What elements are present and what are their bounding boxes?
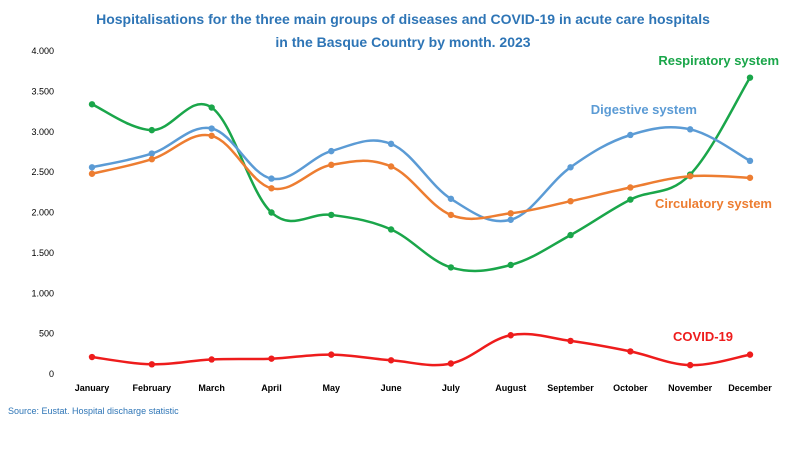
data-point-digestive-system bbox=[268, 175, 275, 182]
series-line-covid-19 bbox=[90, 332, 752, 367]
data-point-respiratory-system bbox=[208, 104, 215, 111]
x-tick-label: June bbox=[381, 383, 402, 393]
data-point-circulatory-system bbox=[507, 210, 514, 217]
x-tick-label: October bbox=[613, 383, 648, 393]
data-point-digestive-system bbox=[88, 164, 96, 171]
data-point-covid-19 bbox=[387, 357, 395, 364]
data-point-covid-19 bbox=[447, 360, 455, 367]
data-point-circulatory-system bbox=[208, 132, 215, 139]
data-point-covid-19 bbox=[328, 351, 335, 358]
data-point-circulatory-system bbox=[627, 184, 634, 191]
data-point-circulatory-system bbox=[328, 161, 335, 169]
series-labels: Respiratory system Digestive system Circul… bbox=[591, 53, 779, 344]
data-point-covid-19 bbox=[686, 361, 694, 369]
series-line-circulatory-system bbox=[90, 133, 752, 221]
data-point-circulatory-system bbox=[567, 197, 574, 205]
series-label-circulatory-system: Circulatory system bbox=[655, 196, 772, 211]
data-point-covid-19 bbox=[507, 332, 514, 339]
y-tick-label: 3.000 bbox=[31, 127, 54, 137]
x-tick-label: September bbox=[547, 383, 594, 393]
data-point-covid-19 bbox=[148, 361, 156, 368]
data-point-covid-19 bbox=[567, 337, 574, 345]
data-point-respiratory-system bbox=[328, 211, 335, 219]
x-tick-label: December bbox=[728, 383, 772, 393]
data-point-digestive-system bbox=[148, 150, 156, 157]
data-point-digestive-system bbox=[447, 195, 455, 202]
series-points bbox=[88, 74, 754, 369]
series-lines bbox=[90, 76, 752, 367]
x-tick-label: April bbox=[261, 383, 282, 393]
data-point-digestive-system bbox=[328, 147, 335, 155]
series-label-respiratory-system: Respiratory system bbox=[658, 53, 779, 68]
series-label-covid-19: COVID-19 bbox=[673, 329, 733, 344]
data-point-digestive-system bbox=[746, 157, 754, 165]
source-note: Source: Eustat. Hospital discharge stati… bbox=[8, 406, 179, 416]
x-tick-label: February bbox=[133, 383, 172, 393]
data-point-respiratory-system bbox=[627, 196, 634, 203]
x-tick-label: November bbox=[668, 383, 713, 393]
series-line-respiratory-system bbox=[90, 76, 752, 273]
data-point-circulatory-system bbox=[88, 170, 96, 177]
chart-title-line-1: Hospitalisations for the three main grou… bbox=[96, 11, 710, 27]
y-tick-label: 500 bbox=[39, 329, 54, 339]
chart-title-line-2: in the Basque Country by month. 2023 bbox=[275, 34, 530, 50]
x-tick-label: May bbox=[323, 383, 341, 393]
y-axis: 0 500 1.000 1.500 2.000 2.500 3.000 3.500 4.000 bbox=[31, 46, 54, 379]
x-tick-label: August bbox=[495, 383, 526, 393]
data-point-circulatory-system bbox=[447, 211, 455, 219]
data-point-respiratory-system bbox=[88, 101, 96, 108]
data-point-circulatory-system bbox=[148, 156, 156, 163]
y-tick-label: 4.000 bbox=[31, 46, 54, 56]
data-point-circulatory-system bbox=[268, 185, 275, 192]
data-point-respiratory-system bbox=[387, 226, 395, 233]
data-point-digestive-system bbox=[208, 125, 215, 132]
data-point-circulatory-system bbox=[387, 163, 395, 170]
data-point-digestive-system bbox=[387, 140, 395, 148]
data-point-respiratory-system bbox=[507, 261, 514, 269]
y-tick-label: 1.000 bbox=[31, 288, 54, 298]
data-point-circulatory-system bbox=[686, 172, 694, 180]
data-point-digestive-system bbox=[507, 216, 514, 223]
data-point-respiratory-system bbox=[148, 126, 156, 134]
y-tick-label: 2.000 bbox=[31, 208, 54, 218]
x-axis: January February March April May June July Augu… bbox=[75, 383, 773, 393]
y-tick-label: 2.500 bbox=[31, 167, 54, 177]
data-point-covid-19 bbox=[746, 351, 754, 358]
data-point-digestive-system bbox=[627, 131, 634, 139]
y-tick-label: 3.500 bbox=[31, 86, 54, 96]
x-tick-label: January bbox=[75, 383, 110, 393]
y-tick-label: 0 bbox=[49, 369, 54, 379]
x-tick-label: March bbox=[198, 383, 225, 393]
data-point-digestive-system bbox=[567, 164, 574, 171]
x-tick-label: July bbox=[442, 383, 460, 393]
data-point-covid-19 bbox=[88, 353, 96, 361]
data-point-covid-19 bbox=[627, 348, 634, 355]
series-line-digestive-system bbox=[90, 126, 752, 223]
data-point-respiratory-system bbox=[268, 209, 275, 216]
data-point-respiratory-system bbox=[567, 231, 574, 239]
data-point-respiratory-system bbox=[746, 74, 754, 81]
y-tick-label: 1.500 bbox=[31, 248, 54, 258]
data-point-digestive-system bbox=[686, 126, 694, 133]
data-point-circulatory-system bbox=[746, 174, 754, 181]
series-label-digestive-system: Digestive system bbox=[591, 102, 697, 117]
data-point-covid-19 bbox=[208, 356, 215, 363]
data-point-respiratory-system bbox=[447, 264, 455, 271]
data-point-covid-19 bbox=[268, 355, 275, 362]
